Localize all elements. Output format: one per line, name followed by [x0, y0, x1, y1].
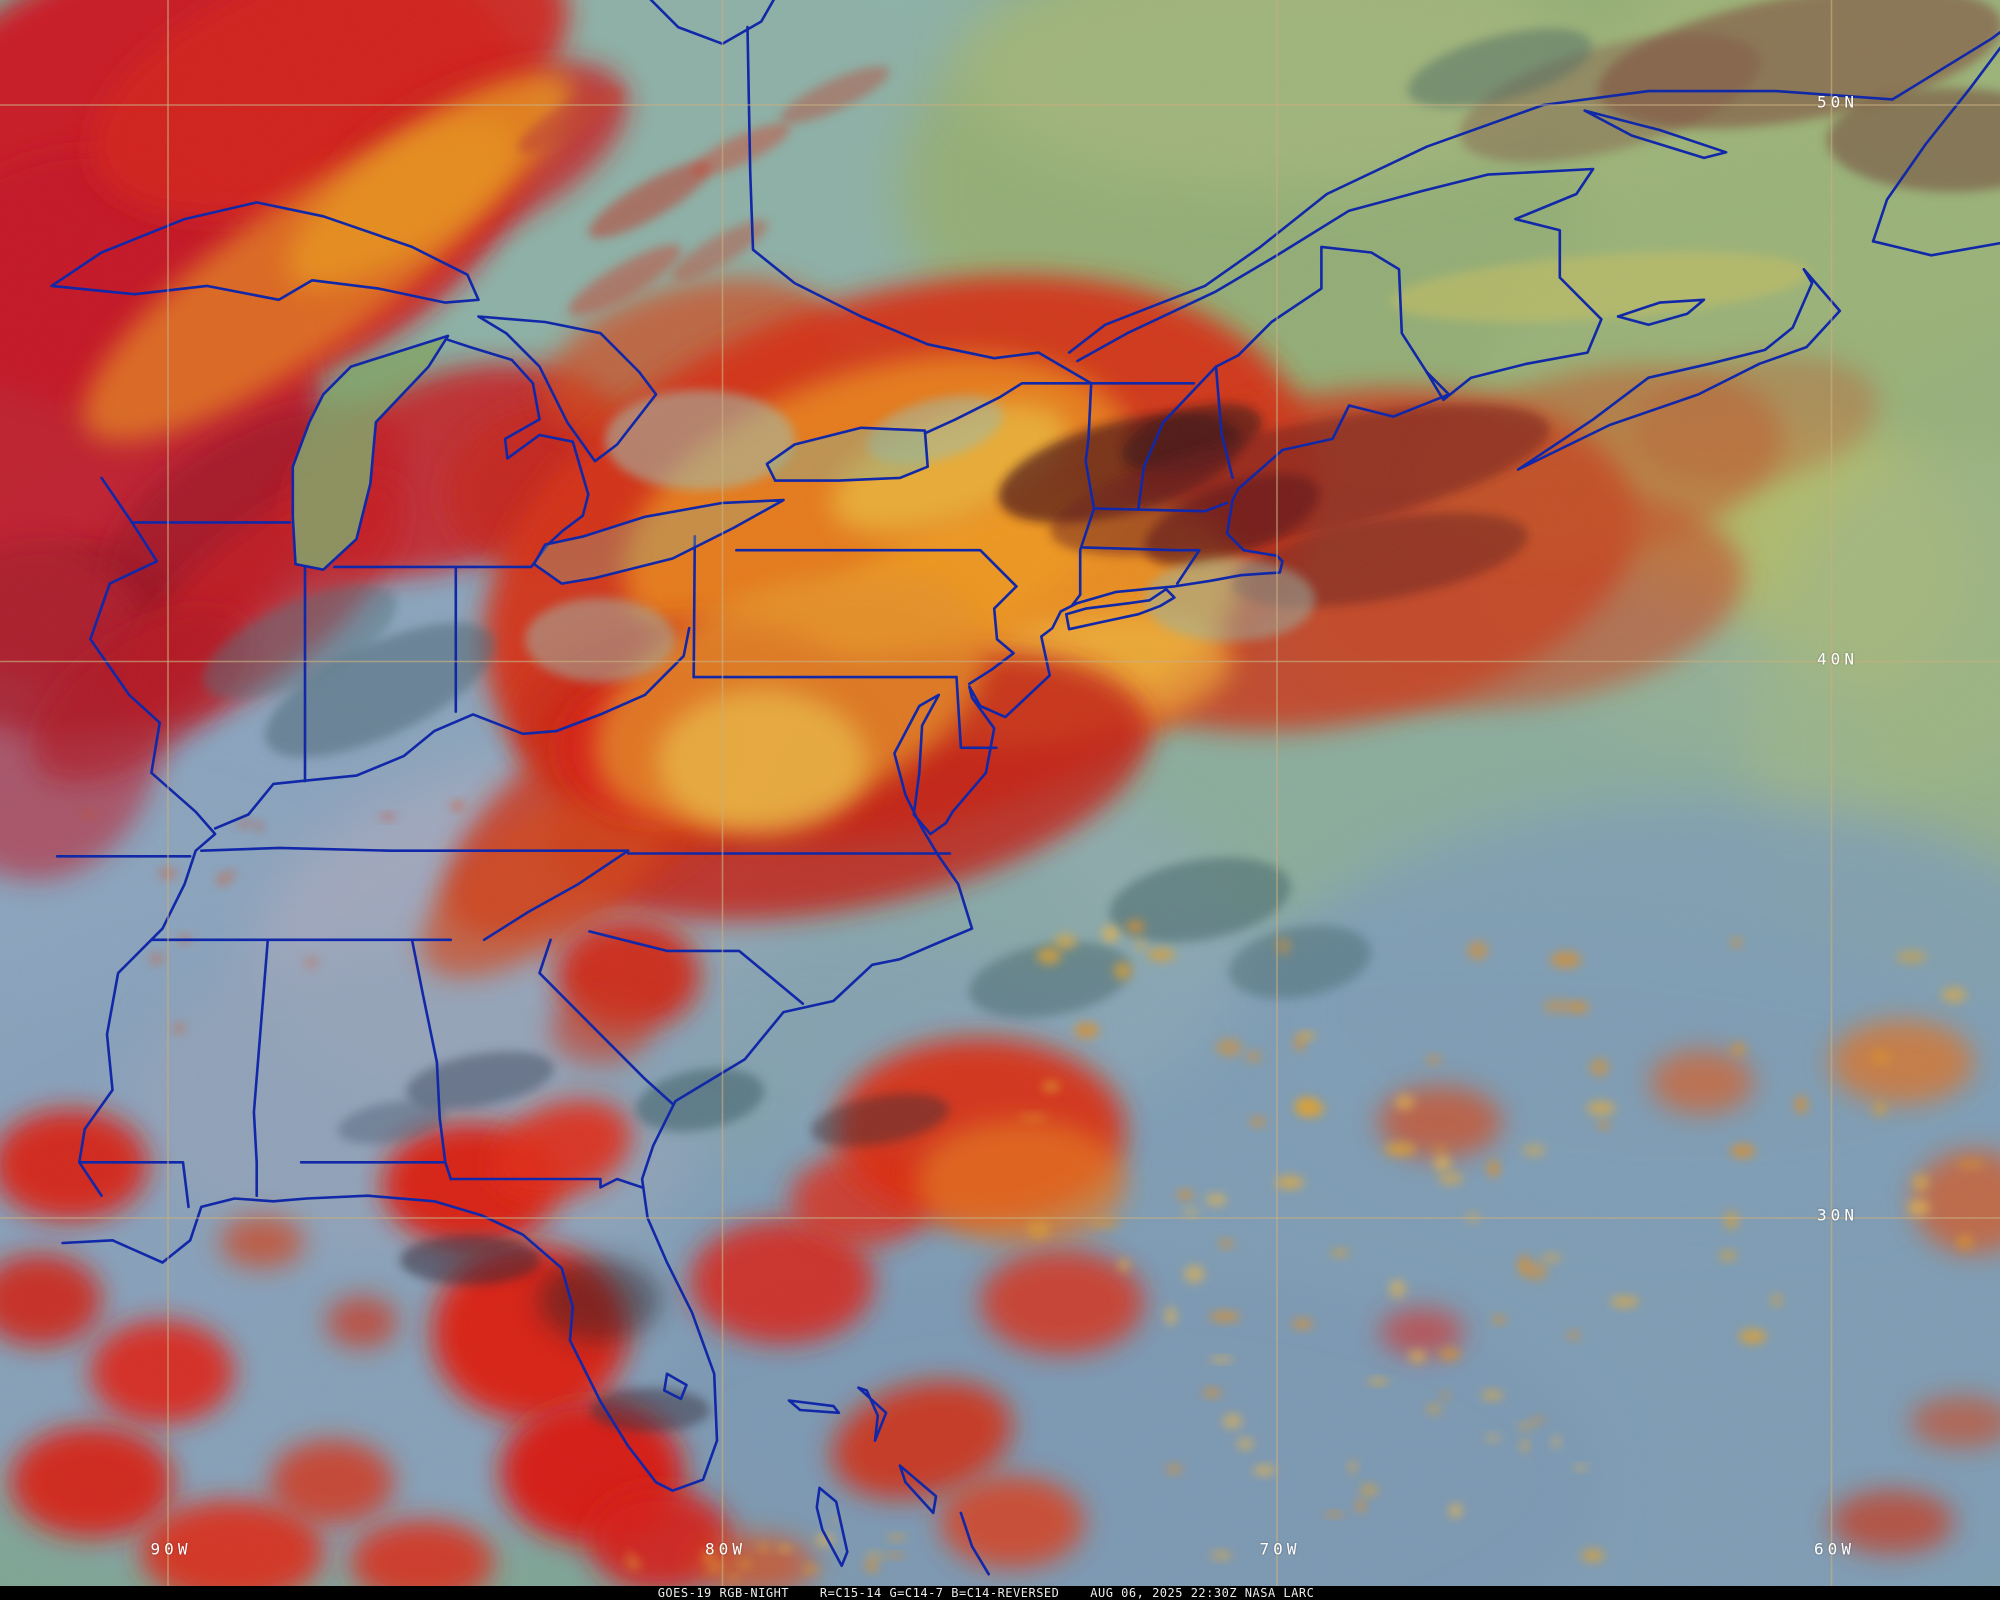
caption-bar: GOES-19 RGB-NIGHT R=C15-14 G=C14-7 B=C14…: [0, 1586, 2000, 1600]
caption-text: GOES-19 RGB-NIGHT R=C15-14 G=C14-7 B=C14…: [657, 1586, 1315, 1600]
